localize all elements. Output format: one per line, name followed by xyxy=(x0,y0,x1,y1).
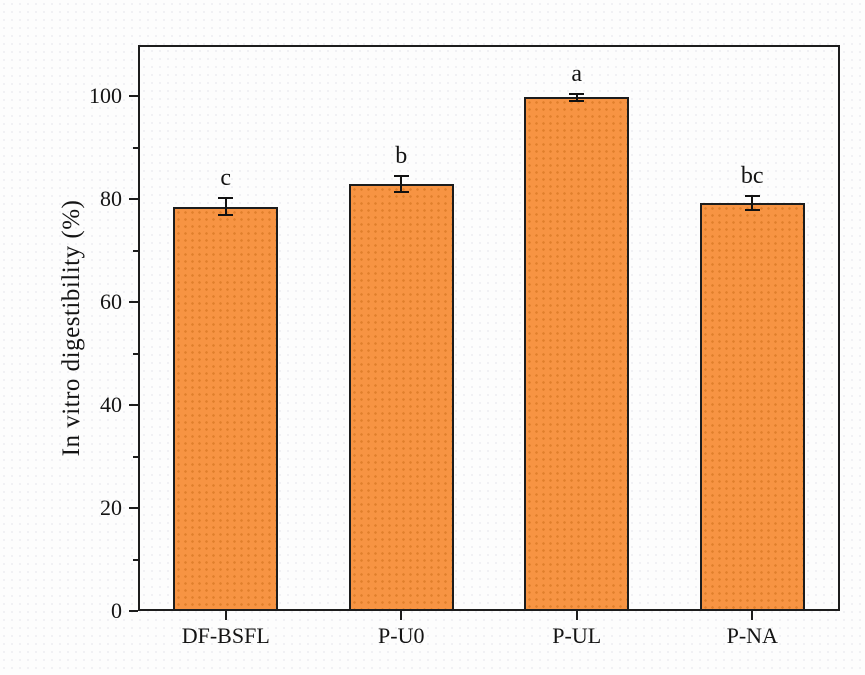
y-axis-tick-label: 40 xyxy=(100,392,122,418)
y-axis-minor-tick xyxy=(133,455,138,458)
error-bar-line xyxy=(575,93,578,102)
error-bar-cap-bottom xyxy=(744,209,760,212)
error-bar-cap-top xyxy=(744,194,760,197)
bar-p-na xyxy=(699,202,805,611)
significance-letter: a xyxy=(571,60,583,87)
error-bar-line xyxy=(224,198,227,215)
x-axis-tick xyxy=(400,611,403,620)
y-axis-tick-label: 20 xyxy=(100,495,122,521)
x-axis-category-label: DF-BSFL xyxy=(181,623,270,648)
bar-df-bsfl xyxy=(173,206,279,611)
x-axis-category-label: P-UL xyxy=(552,623,602,648)
bar-p-ul xyxy=(524,97,630,611)
y-axis-major-tick xyxy=(129,198,138,201)
y-axis-minor-tick xyxy=(133,352,138,355)
y-axis-minor-tick xyxy=(133,249,138,252)
significance-letter: c xyxy=(220,165,232,192)
y-axis-major-tick xyxy=(129,507,138,510)
y-axis-major-tick xyxy=(129,301,138,304)
x-axis-tick xyxy=(575,611,578,620)
x-axis-category-label: P-U0 xyxy=(378,623,425,648)
x-axis-tick xyxy=(751,611,754,620)
error-bar-cap-top xyxy=(218,197,234,200)
y-axis-tick-label: 0 xyxy=(111,598,122,623)
error-bar-cap-bottom xyxy=(393,191,409,194)
significance-letter: b xyxy=(395,142,408,169)
y-axis-title: In vitro digestibility (%) xyxy=(58,199,85,457)
y-axis-tick-label: 80 xyxy=(100,186,122,212)
x-axis-category-label: P-NA xyxy=(726,623,778,648)
y-axis-major-tick xyxy=(129,404,138,407)
y-axis-tick-label: 100 xyxy=(89,83,122,109)
error-bar-cap-bottom xyxy=(569,100,585,103)
x-axis-tick xyxy=(224,611,227,620)
y-axis-major-tick xyxy=(129,95,138,98)
y-axis-major-tick xyxy=(129,610,138,612)
y-axis-minor-tick xyxy=(133,558,138,561)
error-bar-cap-top xyxy=(569,92,585,95)
error-bar-line xyxy=(751,195,754,211)
error-bar-cap-top xyxy=(393,174,409,177)
y-axis-tick-label: 60 xyxy=(100,289,122,315)
bar-p-u0 xyxy=(348,183,454,611)
error-bar-line xyxy=(400,175,403,193)
error-bar-cap-bottom xyxy=(218,213,234,216)
significance-letter: bc xyxy=(740,162,764,189)
y-axis-minor-tick xyxy=(133,146,138,149)
